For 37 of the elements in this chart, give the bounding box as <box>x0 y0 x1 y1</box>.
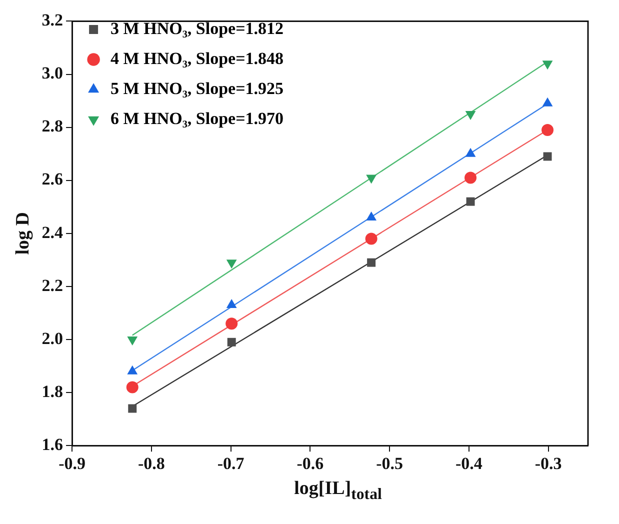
x-tick-label: -0.9 <box>58 454 86 474</box>
x-axis-title: log[IL]$_{total}$ <box>293 478 383 504</box>
point <box>464 172 477 184</box>
point <box>227 338 236 346</box>
point <box>465 148 476 157</box>
x-tick-label: -0.7 <box>217 454 245 474</box>
legend-label: 3 M HNO₃, Slope=1.812 <box>110 18 284 38</box>
y-tick-label: 2.4 <box>42 222 64 242</box>
point <box>365 232 378 245</box>
point <box>542 124 554 136</box>
point <box>226 318 238 330</box>
x-tick-label: -0.8 <box>138 454 165 474</box>
legend-label: 4 M HNO₃, Slope=1.848 <box>110 48 284 68</box>
y-tick-label: 2.2 <box>42 276 64 295</box>
y-axis-title: log D <box>12 212 34 255</box>
point <box>542 97 553 106</box>
x-tick-label: -0.4 <box>455 454 483 474</box>
y-tick-label: 2.8 <box>42 116 64 136</box>
legend-label: 6 M HNO₃, Slope=1.970 <box>110 108 284 128</box>
point <box>127 365 138 374</box>
y-tick-label: 2.0 <box>42 328 64 348</box>
point <box>366 211 376 220</box>
point <box>128 404 137 413</box>
point <box>367 258 376 267</box>
y-tick-label: 1.6 <box>42 434 64 454</box>
point <box>226 299 237 308</box>
y-tick-label: 1.8 <box>42 382 64 401</box>
y-tick-label: 3.0 <box>42 64 64 83</box>
x-tick-label: -0.6 <box>296 454 324 474</box>
point <box>543 152 552 161</box>
y-tick-label: 2.6 <box>42 170 64 189</box>
point <box>466 197 475 206</box>
point <box>126 381 138 394</box>
x-tick-label: -0.5 <box>376 454 404 474</box>
y-tick-label: 3.2 <box>42 10 64 30</box>
x-tick-label: -0.3 <box>534 454 562 474</box>
legend-label: 5 M HNO₃, Slope=1.925 <box>110 78 284 98</box>
